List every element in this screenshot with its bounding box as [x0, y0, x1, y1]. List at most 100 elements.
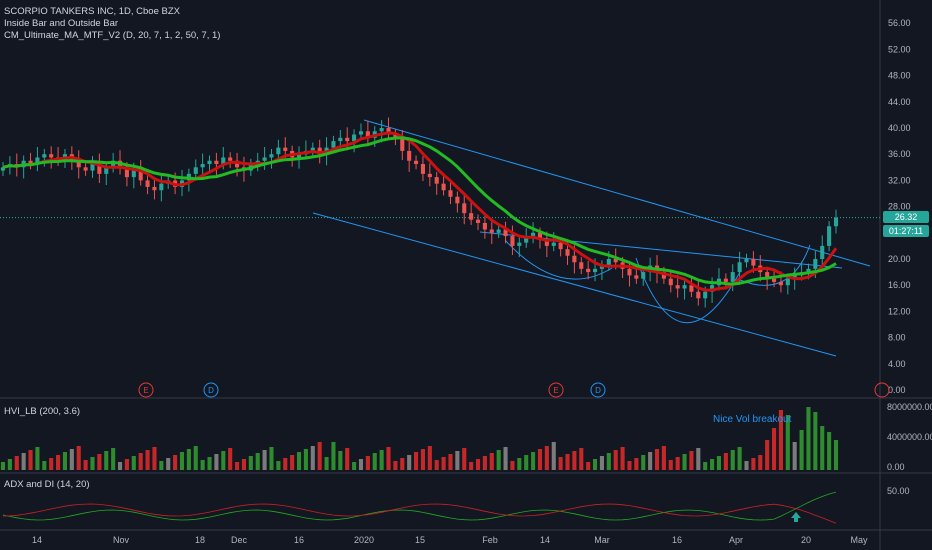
volume-bar — [42, 461, 47, 470]
volume-bar — [235, 462, 240, 470]
time-tick-label: 18 — [195, 535, 205, 545]
candle-body — [28, 160, 33, 165]
volume-bar — [593, 459, 598, 470]
time-tick-label: 14 — [540, 535, 550, 545]
pattern-curve — [739, 244, 811, 286]
volume-bar — [241, 459, 246, 470]
candle-body — [152, 186, 157, 191]
candle-body — [682, 285, 687, 289]
volume-bar — [661, 446, 666, 470]
volume-bar — [689, 451, 694, 470]
volume-bar — [613, 450, 618, 470]
candle-body — [475, 219, 481, 223]
price-tick-label: 36.00 — [888, 149, 911, 159]
time-tick-label: Mar — [594, 535, 610, 545]
symbol-title: SCORPIO TANKERS INC, 1D, Cboe BZX — [4, 6, 180, 17]
candle-body — [496, 229, 501, 233]
volume-bar — [358, 459, 364, 470]
volume-bar — [173, 455, 178, 470]
candle-body — [0, 167, 6, 171]
volume-bar — [792, 442, 797, 470]
candle-body — [207, 160, 212, 165]
volume-bar — [414, 452, 419, 470]
volume-bar — [221, 451, 226, 470]
volume-bar — [14, 456, 19, 470]
candle-body — [296, 154, 302, 158]
candle-body — [420, 164, 425, 174]
price-tick-label: 52.00 — [888, 44, 911, 54]
volume-indicator-label: HVI_LB (200, 3.6) — [4, 406, 81, 417]
volume-bar — [551, 442, 556, 470]
price-tick-label: 40.00 — [888, 123, 911, 133]
volume-bar — [544, 446, 549, 470]
candle-body — [131, 170, 136, 178]
candle-body — [751, 259, 756, 266]
volume-bar — [104, 451, 109, 470]
candle-body — [331, 141, 336, 148]
volume-bar — [207, 457, 212, 470]
volume-bar — [710, 459, 715, 470]
candle-body — [744, 259, 749, 263]
time-tick-label: 2020 — [354, 535, 374, 545]
adx-indicator-label: ADX and DI (14, 20) — [4, 479, 90, 490]
candle-body — [469, 213, 474, 220]
event-marker-label: D — [595, 386, 601, 395]
time-tick-label: 20 — [801, 535, 811, 545]
candle-body — [400, 137, 405, 151]
last-price-tag: 26.32 — [883, 211, 929, 223]
volume-bar — [97, 454, 102, 470]
event-marker — [203, 382, 219, 398]
time-tick-label: Nov — [113, 535, 130, 545]
candle-body — [104, 167, 109, 174]
candle-body — [427, 173, 432, 178]
volume-bar — [537, 449, 543, 470]
candle-body — [76, 160, 81, 168]
volume-bar — [124, 459, 129, 470]
volume-bar — [386, 447, 391, 470]
volume-bar — [730, 450, 735, 470]
volume-bar — [475, 459, 481, 470]
candle-body — [599, 265, 604, 269]
volume-tick-label: 4000000.00 — [887, 432, 932, 442]
candle-body — [221, 157, 226, 165]
candle-body — [785, 278, 790, 286]
candle-body — [124, 167, 129, 178]
volume-bar — [716, 456, 722, 470]
candle-body — [200, 164, 205, 168]
volume-bar — [496, 450, 501, 470]
event-marker — [138, 382, 154, 398]
volume-bar — [572, 451, 577, 470]
time-tick-label: May — [850, 535, 868, 545]
candle-body — [97, 164, 102, 174]
ma-slow-line — [2, 136, 837, 286]
volume-bar — [145, 450, 150, 470]
candle-body — [358, 131, 364, 135]
candle-body — [517, 242, 522, 246]
time-tick-label: 16 — [294, 535, 304, 545]
candle-body — [579, 262, 584, 269]
candle-body — [710, 285, 715, 292]
candle-body — [434, 177, 439, 184]
candle-body — [214, 160, 219, 165]
volume-bar — [599, 456, 604, 470]
volume-bar — [317, 442, 322, 470]
candle-body — [696, 291, 701, 299]
volume-bar — [696, 448, 701, 470]
volume-bar — [833, 440, 839, 470]
volume-bar — [482, 456, 487, 470]
candle-body — [455, 196, 460, 204]
time-tick-label: Feb — [482, 535, 498, 545]
volume-bar — [262, 450, 267, 470]
candle-body — [482, 222, 487, 230]
volume-bar — [565, 454, 570, 470]
volume-bar — [393, 461, 398, 470]
volume-bar — [524, 455, 529, 470]
volume-bar — [771, 428, 777, 470]
candle-body — [551, 242, 556, 246]
volume-bar — [517, 458, 522, 470]
candle-body — [730, 272, 735, 282]
volume-bar — [62, 452, 68, 470]
event-marker-label: E — [553, 386, 558, 395]
volume-bar — [627, 461, 632, 470]
